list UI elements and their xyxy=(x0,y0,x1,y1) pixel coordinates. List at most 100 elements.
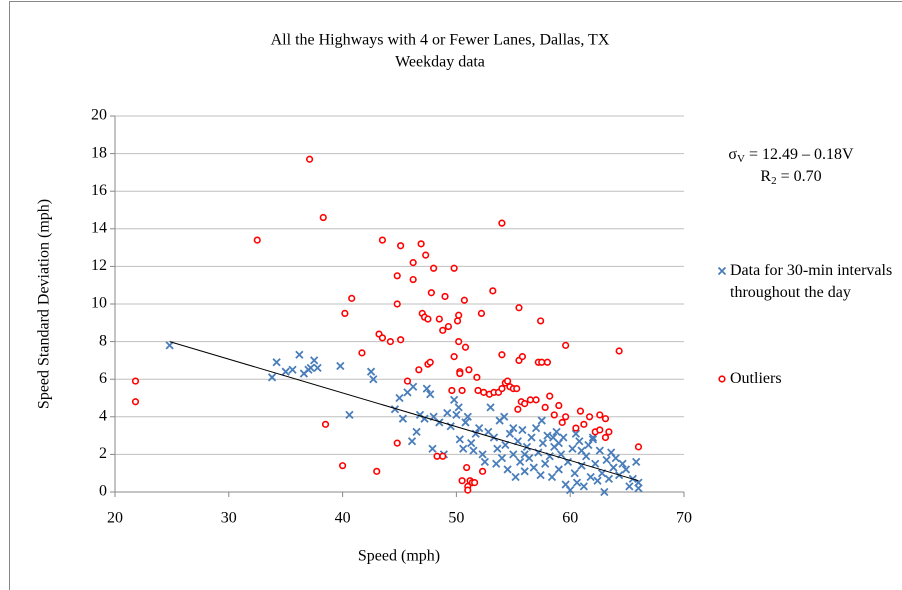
point-x xyxy=(461,418,470,427)
point-circle xyxy=(471,479,479,487)
x-axis-title: Speed (mph) xyxy=(358,548,440,565)
chart-subtitle: Weekday data xyxy=(395,54,485,71)
point-x xyxy=(366,367,376,376)
point-circle xyxy=(378,334,387,342)
point-circle xyxy=(458,386,466,395)
point-x xyxy=(511,472,520,482)
point-x xyxy=(621,465,631,474)
point-x xyxy=(452,410,461,420)
point-x xyxy=(272,358,281,367)
point-x xyxy=(547,472,557,482)
point-circle xyxy=(601,433,610,442)
point-circle xyxy=(439,452,447,460)
point-x xyxy=(281,367,290,376)
legend-marker xyxy=(718,375,726,383)
point-circle xyxy=(718,375,726,383)
point-x xyxy=(395,393,404,403)
point-x xyxy=(571,429,581,438)
equation-rest: = 12.49 – 0.18V xyxy=(745,146,854,163)
point-circle xyxy=(461,343,470,351)
equation-symbol: σ xyxy=(728,146,737,163)
point-x xyxy=(267,373,277,382)
point-x xyxy=(632,457,641,467)
point-circle xyxy=(605,428,613,436)
point-circle xyxy=(433,452,441,460)
point-x xyxy=(463,412,472,421)
point-circle xyxy=(456,369,464,378)
r-squared: R2 = 0.70 xyxy=(760,168,821,187)
point-circle xyxy=(576,407,585,415)
y-tick-label: 14 xyxy=(91,219,107,236)
legend-label: Data for 30-min intervals throughout the… xyxy=(730,262,893,301)
point-x xyxy=(600,487,609,497)
point-x xyxy=(422,384,431,393)
point-circle xyxy=(253,236,261,244)
y-axis-title: Speed Standard Deviation (mph) xyxy=(36,199,53,409)
equation: σV = 12.49 – 0.18V xyxy=(728,146,854,165)
point-x xyxy=(486,403,495,412)
x-tick-label: 50 xyxy=(448,510,464,527)
point-x xyxy=(531,423,541,433)
y-tick-label: 18 xyxy=(91,144,107,161)
point-circle xyxy=(450,353,458,361)
plot-marks xyxy=(131,155,643,497)
point-x xyxy=(369,375,378,384)
point-circle xyxy=(458,477,466,485)
point-circle xyxy=(537,317,545,325)
point-x xyxy=(336,361,345,371)
point-x xyxy=(475,423,484,433)
point-circle xyxy=(615,347,623,355)
point-circle xyxy=(473,373,481,381)
point-circle xyxy=(538,358,546,366)
point-x xyxy=(435,418,444,427)
point-x xyxy=(566,485,575,495)
point-x xyxy=(537,416,546,425)
point-x xyxy=(529,463,538,472)
y-tick-label: 10 xyxy=(91,295,107,312)
point-circle xyxy=(339,462,347,470)
point-circle xyxy=(415,366,423,374)
point-circle xyxy=(393,439,401,447)
y-tick-label: 8 xyxy=(99,332,107,349)
point-circle xyxy=(555,401,563,410)
point-circle xyxy=(546,392,554,400)
point-circle xyxy=(585,413,594,421)
trendline xyxy=(169,341,639,482)
point-x xyxy=(428,444,437,453)
point-x xyxy=(503,465,512,474)
point-x xyxy=(412,427,421,436)
point-circle xyxy=(424,315,432,323)
point-x xyxy=(426,390,435,399)
point-x xyxy=(398,414,408,423)
point-x xyxy=(493,444,502,453)
point-circle xyxy=(478,467,487,475)
point-circle xyxy=(453,317,462,325)
y-tick-label: 20 xyxy=(91,107,107,124)
point-circle xyxy=(465,366,473,374)
x-tick-label: 30 xyxy=(221,510,237,527)
point-circle xyxy=(474,386,482,395)
point-x xyxy=(515,457,525,467)
point-x xyxy=(602,455,611,465)
point-x xyxy=(527,433,536,442)
point-circle xyxy=(562,341,570,349)
point-circle xyxy=(541,403,549,412)
point-circle xyxy=(397,242,405,250)
point-x xyxy=(409,382,418,391)
point-x xyxy=(295,350,304,359)
point-circle xyxy=(393,300,401,308)
point-circle xyxy=(439,326,447,334)
point-x xyxy=(520,467,529,476)
point-circle xyxy=(532,396,540,404)
point-x xyxy=(520,450,529,459)
point-circle xyxy=(397,336,405,344)
point-x xyxy=(604,474,614,483)
point-x xyxy=(509,450,518,459)
point-x xyxy=(500,412,509,421)
point-circle xyxy=(131,377,140,385)
point-circle xyxy=(393,272,401,280)
point-circle xyxy=(427,289,435,297)
point-x xyxy=(552,427,561,436)
point-x xyxy=(306,363,315,373)
point-circle xyxy=(131,398,140,406)
